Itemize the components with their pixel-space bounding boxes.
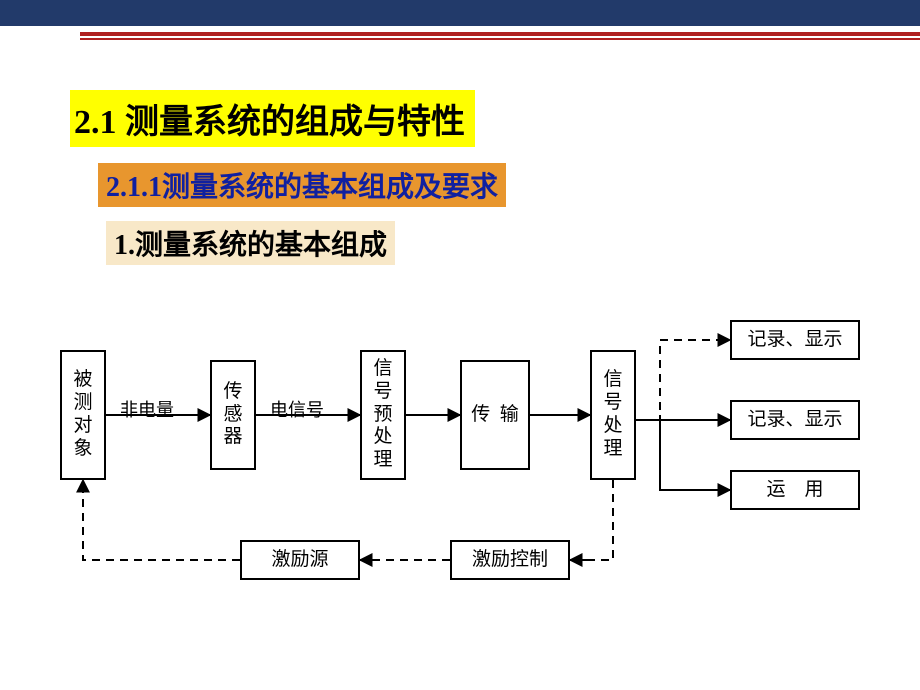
node-trans: 传 输 [460, 360, 530, 470]
node-ctrl: 激励控制 [450, 540, 570, 580]
node-src: 激励源 [240, 540, 360, 580]
node-rec2: 记录、显示 [730, 400, 860, 440]
edge-label: 非电量 [120, 396, 174, 422]
subsection-title: 2.1.1测量系统的基本组成及要求 [98, 163, 506, 207]
node-pre: 信 号 预 处 理 [360, 350, 406, 480]
top-bar [0, 0, 920, 26]
node-sensor: 传 感 器 [210, 360, 256, 470]
node-use: 运 用 [730, 470, 860, 510]
node-proc: 信 号 处 理 [590, 350, 636, 480]
edge-label: 电信号 [270, 396, 324, 422]
section-title: 2.1 测量系统的组成与特性 [70, 90, 475, 147]
node-rec1: 记录、显示 [730, 320, 860, 360]
subsubsection-title: 1.测量系统的基本组成 [106, 221, 395, 265]
content: 2.1 测量系统的组成与特性 2.1.1测量系统的基本组成及要求 1.测量系统的… [0, 40, 920, 265]
node-obj: 被 测 对 象 [60, 350, 106, 480]
rule-thick [80, 32, 920, 36]
flowchart: 被 测 对 象传 感 器信 号 预 处 理传 输信 号 处 理记录、显示记录、显… [30, 320, 890, 620]
